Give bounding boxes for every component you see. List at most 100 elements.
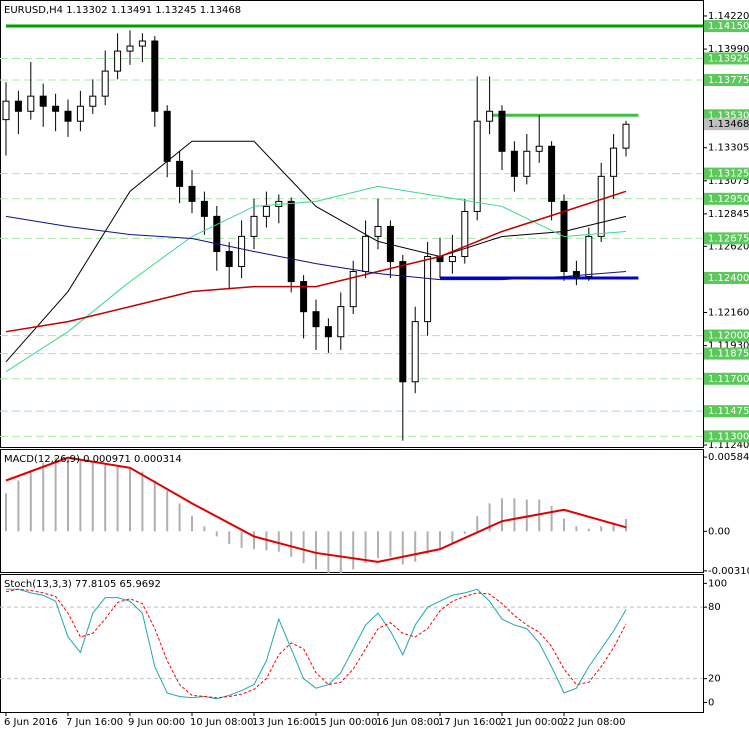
x-tick-label: 21 Jun 00:00 [500,717,564,728]
candle-body [572,271,580,278]
macd-bar [327,531,330,574]
panel-title: Stoch(13,3,3) 77.8105 65.9692 [4,579,161,590]
candle-body [138,40,146,47]
macd-bar [401,531,404,565]
macd-bar [191,516,193,532]
macd-bar [253,531,255,550]
macd-bar [153,480,156,532]
level-label: 1.11875 [708,349,749,360]
y-tick-label: 0.005843 [708,452,749,463]
y-tick-label: 1.13075 [708,176,749,187]
candle-body [535,145,543,152]
macd-bar [364,531,367,564]
candle-body [473,120,481,212]
y-tick-label: 1.12620 [708,241,749,252]
level-label: 1.12675 [708,233,749,244]
macd-bar [525,499,528,532]
macd-bar [339,531,342,574]
macd-bar [352,531,355,570]
macd-bar [600,526,603,532]
candle-body [448,256,456,263]
stoch-line [5,588,627,699]
candle-body [287,200,295,283]
candle-body [225,250,233,267]
macd-bar [426,531,429,555]
macd-bar [538,499,541,532]
candle-body [39,95,47,107]
macd-bar [240,531,243,548]
candle-body [238,235,246,267]
last-price-box [704,118,749,131]
macd-bar [612,522,615,532]
x-tick-label: 9 Jun 00:00 [128,717,185,728]
macd-bar [501,498,503,532]
candle-body [349,271,357,308]
candle-body [114,50,122,72]
y-tick-label: 20 [708,674,721,685]
level-label-box [704,74,749,87]
macd-bar [166,490,169,532]
macd-bar [228,531,231,545]
candle-body [151,40,159,112]
level-label-box [704,430,749,443]
macd-bar [91,461,94,532]
macd-bar [17,480,20,532]
level-label-box [704,405,749,418]
level-label: 1.13125 [708,169,749,180]
candle-body [510,150,518,177]
level-label-box [704,20,749,33]
y-tick-label: 1.13990 [708,44,749,55]
macd-signal [5,456,627,563]
macd-bar [178,503,181,532]
candle-body [498,110,506,152]
macd-bar [513,498,516,532]
y-tick-label: 1.12160 [708,308,749,319]
candle-body [622,123,630,149]
y-tick-label: 1.13305 [708,143,749,154]
level-label-box [704,167,749,180]
candle-body [76,105,84,122]
macd-bar [476,516,479,532]
macd-bar [587,528,590,532]
moving-average [5,185,627,373]
candle-body [548,145,556,202]
macd-bar [67,457,69,532]
moving-average [5,140,627,363]
macd-bar [315,531,317,570]
candle-body [27,95,35,112]
candle-body [324,326,332,338]
candle-body [312,311,320,328]
level-label: 1.14150 [708,21,749,32]
moving-average [5,215,627,281]
x-tick-label: 15 Jun 00:00 [314,717,378,728]
macd-bar [203,526,206,532]
candle-body [200,200,208,217]
candle-body [300,281,308,313]
y-tick-label: 0.00 [708,526,730,537]
level-label-box [704,372,749,385]
y-tick-label: 1.11930 [708,341,749,352]
level-label-box [704,52,749,65]
macd-bar [575,526,578,532]
macd-bar [488,503,491,532]
x-tick-label: 13 Jun 16:00 [252,717,316,728]
panel-frame [0,574,704,713]
level-label: 1.13530 [708,110,749,121]
level-label: 1.12400 [708,273,749,284]
candle-body [424,256,432,323]
candle-body [89,95,97,107]
x-tick-label: 16 Jun 08:00 [376,717,440,728]
candle-body [374,225,382,237]
macd-bar [29,470,32,532]
macd-bar [5,493,7,532]
x-tick-label: 10 Jun 08:00 [190,717,254,728]
level-label: 1.12000 [708,331,749,342]
candle-body [486,110,494,122]
candle-body [14,100,22,112]
macd-bar [414,531,417,562]
macd-bar [439,531,441,548]
macd-bar [550,505,553,532]
level-label-box [704,329,749,342]
macd-bar [625,518,627,532]
